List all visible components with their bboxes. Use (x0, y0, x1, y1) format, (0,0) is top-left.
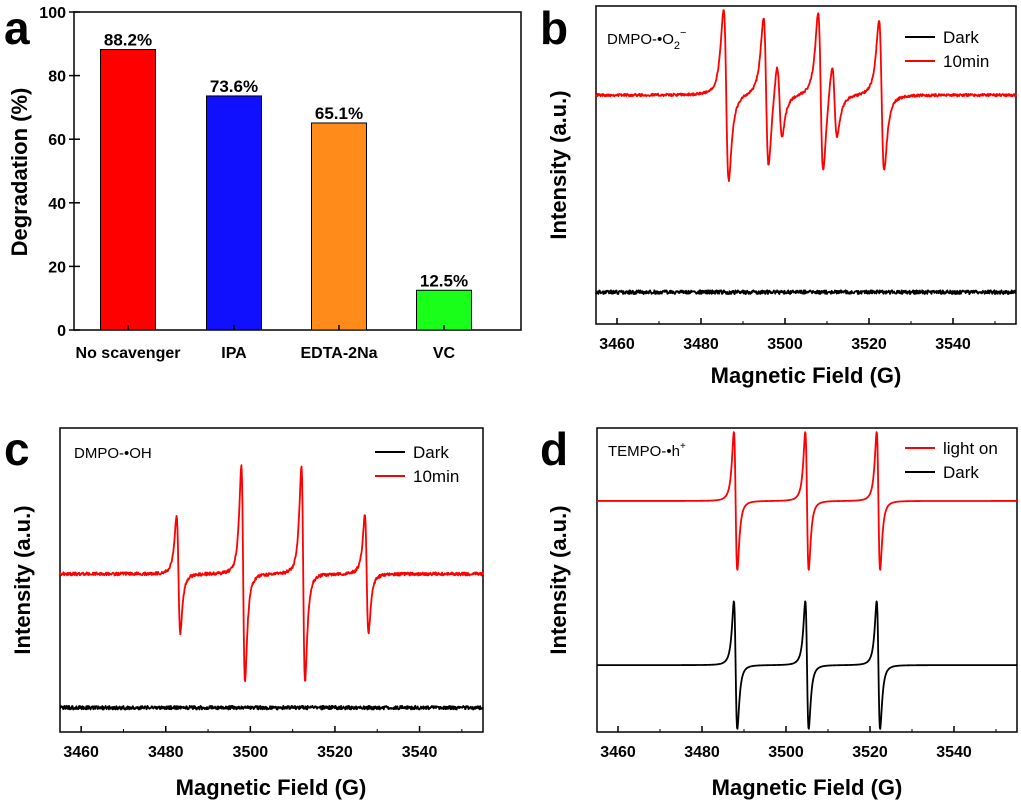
panel-c-xtick-label: 3460 (63, 744, 99, 761)
panel-c-xtick-label: 3480 (148, 744, 184, 761)
panel-d-xtick-label: 3540 (936, 744, 972, 761)
panel-a-bar-value-label: 73.6% (210, 77, 258, 96)
panel-a-bar-no-scavenger (100, 49, 156, 331)
panel-a-bar-value-label: 88.2% (104, 31, 152, 50)
panel-d-xtick-label: 3460 (600, 744, 636, 761)
panel-a-bar-value-label: 12.5% (420, 271, 468, 290)
panel-c-legend-label: Dark (413, 443, 449, 462)
panel-a-bar-ipa (206, 95, 262, 331)
panel-b-legend-label: 10min (943, 52, 989, 71)
panel-b-series-10min (595, 9, 1017, 183)
panel-d-frame (596, 427, 1018, 733)
panel-c-legend-label: 10min (413, 467, 459, 486)
panel-c-series-dark (59, 704, 484, 711)
panel-b-frame (595, 5, 1017, 325)
panel-b-xtick-label: 3520 (851, 336, 887, 353)
panel-d-ylabel: Intensity (a.u.) (546, 505, 571, 654)
panel-a-xtick-label: IPA (221, 345, 247, 362)
panel-letter-c: c (4, 423, 30, 475)
panel-a-bar-edta-2na (311, 122, 367, 331)
panel-letter-d: d (540, 423, 568, 475)
panel-d-epr-chart: Intensity (a.u.) Magnetic Field (G) TEMP… (546, 427, 1018, 800)
panel-b-xtick-label: 3480 (683, 336, 719, 353)
panel-b-probe-label: DMPO-•O2− (607, 27, 686, 52)
panel-a-ylabel: Degradation (%) (7, 88, 32, 257)
panel-c-probe-label: DMPO-•OH (74, 445, 152, 462)
panel-a-bar-value-label: 65.1% (315, 104, 363, 123)
panel-b-xlabel: Magnetic Field (G) (711, 363, 902, 388)
panel-b-ylabel: Intensity (a.u.) (546, 90, 571, 239)
panel-a-xtick-label: No scavenger (76, 345, 181, 362)
panel-a-ytick-label: 20 (48, 259, 66, 276)
panel-c-epr-chart: Intensity (a.u.) Magnetic Field (G) DMPO… (10, 427, 484, 800)
panel-b-legend-label: Dark (943, 28, 979, 47)
panel-d-series-dark (596, 600, 1018, 730)
panel-b-xtick-label: 3540 (935, 336, 971, 353)
panel-d-xtick-label: 3480 (684, 744, 720, 761)
panel-a-ytick-label: 100 (39, 5, 66, 22)
panel-d-legend-label: light on (943, 439, 998, 458)
panel-a-xtick-label: EDTA-2Na (300, 345, 377, 362)
panel-a-ytick-label: 80 (48, 69, 66, 86)
panel-a-bar-vc (416, 289, 472, 331)
panel-a-ytick-label: 40 (48, 196, 66, 213)
panel-d-xlabel: Magnetic Field (G) (712, 775, 903, 800)
panel-letter-b: b (540, 2, 568, 54)
panel-d-xtick-label: 3500 (768, 744, 804, 761)
panel-a-ytick-label: 0 (57, 323, 66, 340)
panel-a-frame (73, 11, 522, 331)
panel-letter-a: a (4, 2, 30, 54)
panel-b-series-dark (595, 289, 1017, 296)
panel-c-xtick-label: 3540 (402, 744, 438, 761)
panel-c-xtick-label: 3520 (317, 744, 353, 761)
panel-d-legend-label: Dark (943, 463, 979, 482)
panel-c-ylabel: Intensity (a.u.) (10, 505, 35, 654)
panel-d-xtick-label: 3520 (852, 744, 888, 761)
panel-b-xtick-label: 3460 (599, 336, 635, 353)
panel-d-series-light-on (596, 431, 1018, 571)
panel-a-xtick-label: VC (433, 345, 456, 362)
panel-a-ytick-label: 60 (48, 132, 66, 149)
panel-c-xlabel: Magnetic Field (G) (176, 775, 367, 800)
panel-c-series-10min (59, 464, 484, 683)
panel-c-xtick-label: 3500 (233, 744, 269, 761)
panel-c-frame (59, 427, 484, 733)
panel-b-epr-chart: Intensity (a.u.) Magnetic Field (G) DMPO… (546, 5, 1017, 388)
panel-b-xtick-label: 3500 (767, 336, 803, 353)
panel-a-bar-chart: Degradation (%) 0 20 40 60 80 100 88.2% No scav… (7, 5, 522, 362)
panel-d-probe-label: TEMPO-•h+ (608, 441, 686, 460)
